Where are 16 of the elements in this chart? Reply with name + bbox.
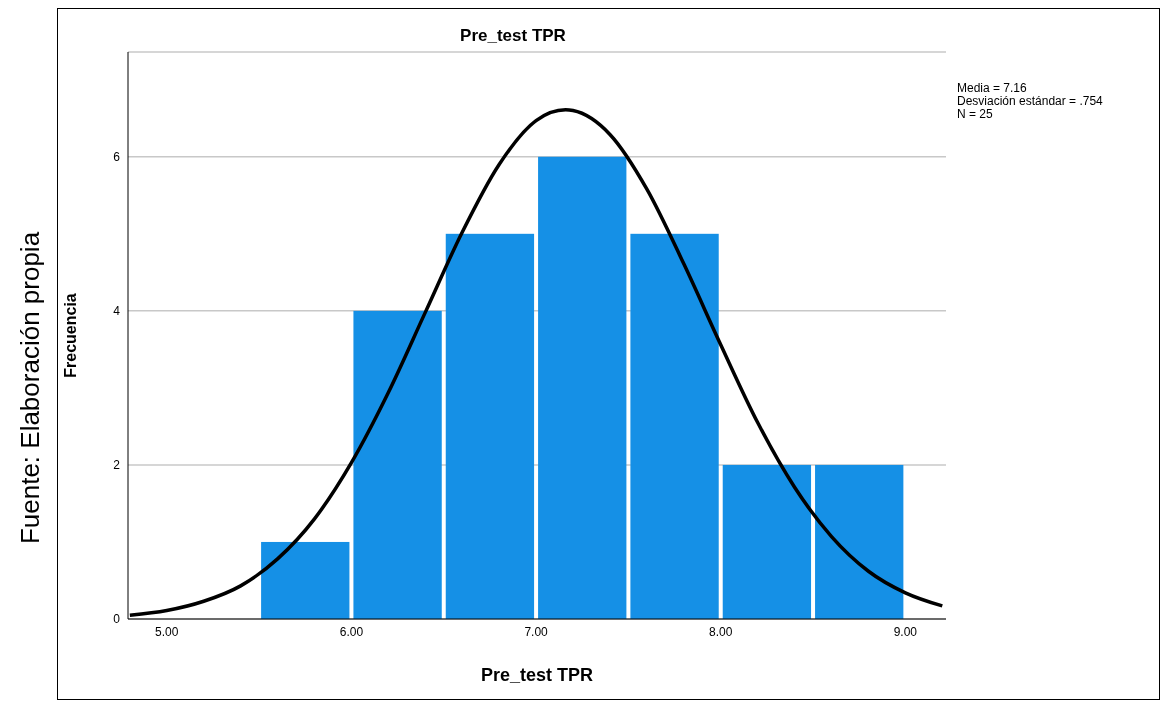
text: Desviación estándar = .754 bbox=[957, 94, 1103, 108]
source-note: Fuente: Elaboración propia bbox=[14, 231, 46, 545]
x-tick-label: 7.00 bbox=[524, 624, 549, 639]
y-tick-label: 2 bbox=[113, 458, 121, 473]
x-axis-title: Pre_test TPR bbox=[480, 665, 594, 685]
x-tick-label: 8.00 bbox=[709, 624, 733, 639]
text: Media = 7.16 bbox=[957, 81, 1028, 95]
x-tick-label: 5.00 bbox=[155, 624, 179, 639]
chart-title: Pre_test TPR bbox=[459, 26, 567, 46]
y-tick-label: 6 bbox=[113, 150, 121, 165]
y-axis-title: Frecuencia bbox=[61, 293, 79, 378]
x-tick-label: 9.00 bbox=[893, 624, 918, 639]
y-tick-label: 0 bbox=[113, 612, 121, 627]
text: N = 25 bbox=[957, 107, 994, 121]
x-tick-label: 6.00 bbox=[339, 624, 364, 639]
y-tick-label: 4 bbox=[113, 304, 121, 319]
